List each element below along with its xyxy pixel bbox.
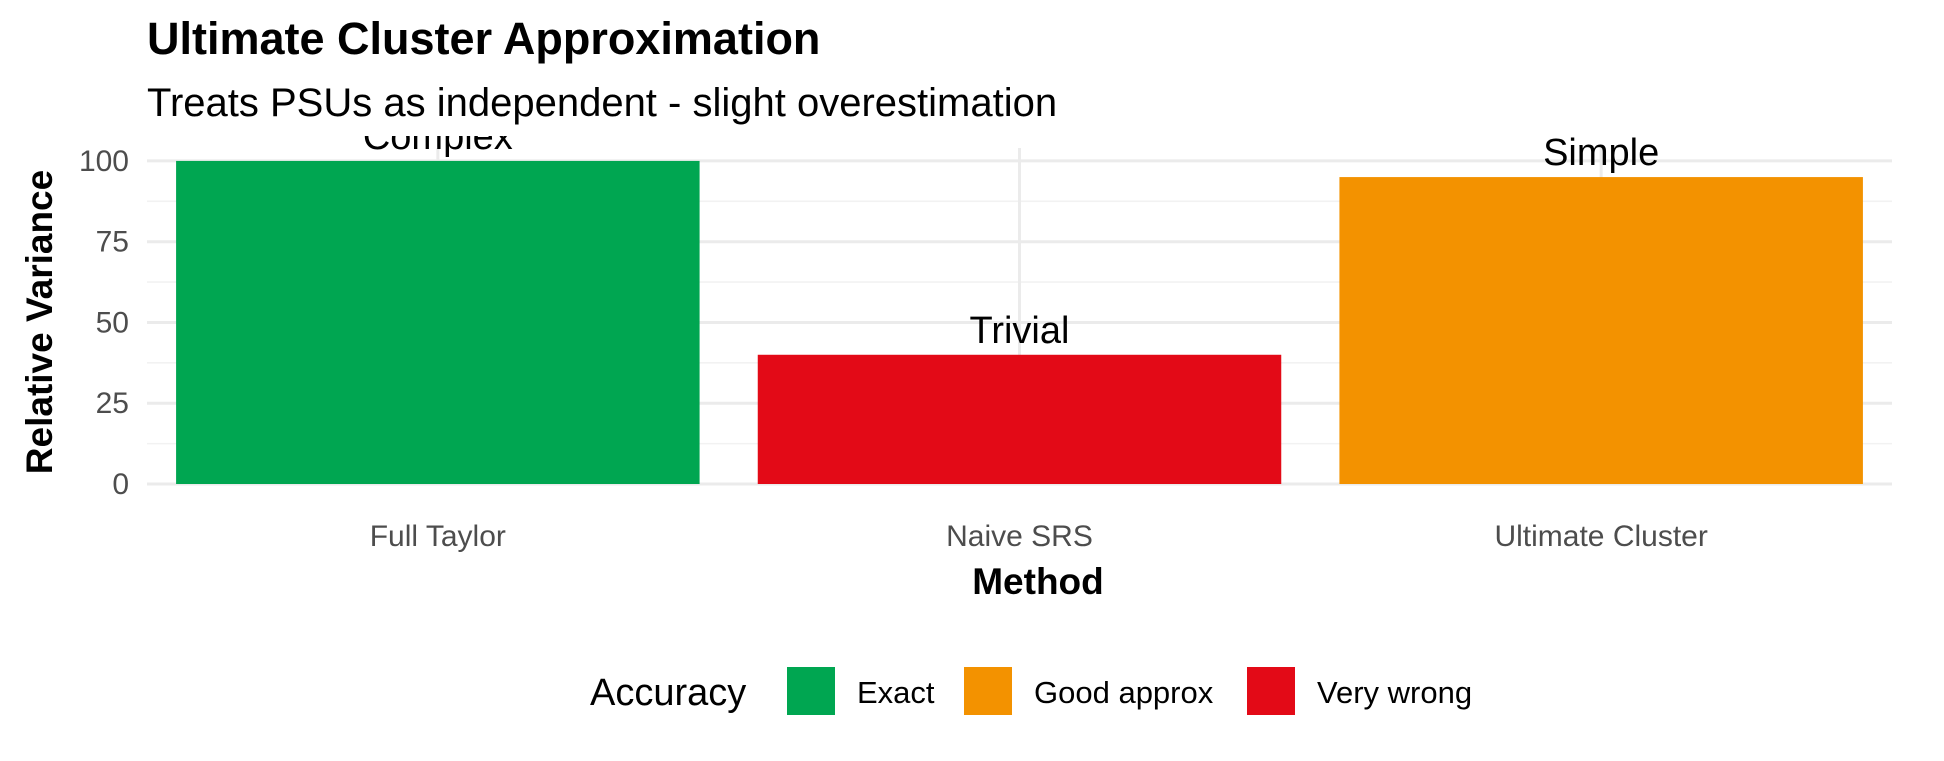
legend-key xyxy=(787,667,835,715)
bar xyxy=(176,160,700,484)
x-tick-label: Ultimate Cluster xyxy=(1494,520,1707,553)
bars xyxy=(176,160,1863,485)
chart-subtitle: Treats PSUs as independent - slight over… xyxy=(147,81,1057,125)
bar-data-label: Simple xyxy=(1543,132,1659,174)
bar-labels: Complex Trivial Simple xyxy=(363,116,1659,352)
legend-key xyxy=(1247,667,1295,715)
y-tick-label: 50 xyxy=(96,306,129,339)
bar-data-label: Complex xyxy=(363,116,513,158)
legend-title: Accuracy xyxy=(590,672,746,714)
chart-title: Ultimate Cluster Approximation xyxy=(147,13,820,64)
x-tick-label: Naive SRS xyxy=(946,520,1093,553)
legend-label: Good approx xyxy=(1034,675,1214,710)
legend-label: Very wrong xyxy=(1317,675,1472,710)
y-tick-label: 25 xyxy=(96,387,129,420)
bar xyxy=(1339,177,1863,485)
x-axis-title: Method xyxy=(972,561,1104,602)
y-axis-title: Relative Variance xyxy=(19,170,60,474)
legend-label: Exact xyxy=(857,675,935,710)
y-tick-label: 75 xyxy=(96,226,129,259)
bar xyxy=(757,354,1282,484)
legend: Accuracy Exact Good approx Very wrong xyxy=(590,667,1472,715)
axes: Ultimate Cluster Approximation Treats PS… xyxy=(19,13,1104,602)
x-tick-label: Full Taylor xyxy=(370,520,506,553)
y-tick-label: 100 xyxy=(79,145,129,178)
y-tick-label: 0 xyxy=(112,468,129,501)
legend-key xyxy=(964,667,1012,715)
bar-data-label: Trivial xyxy=(970,310,1070,352)
